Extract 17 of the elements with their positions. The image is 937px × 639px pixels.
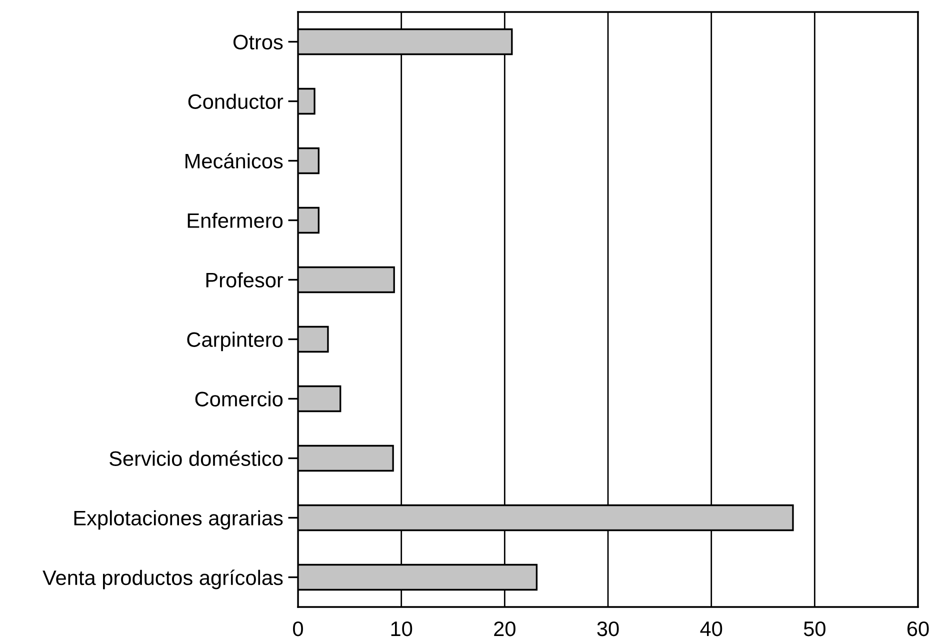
x-tick-label: 20 bbox=[494, 621, 516, 636]
x-tick-label: 30 bbox=[597, 621, 619, 636]
y-tick-label: Otros bbox=[233, 34, 283, 50]
y-tick-label: Profesor bbox=[206, 272, 284, 288]
x-tick-label: 0 bbox=[293, 621, 303, 636]
y-tick-label: Conductor bbox=[188, 94, 284, 110]
y-tick-label: Servicio doméstico bbox=[110, 450, 283, 466]
y-tick-label: Venta productos agrícolas bbox=[42, 570, 283, 590]
x-tick-label: 40 bbox=[700, 621, 722, 636]
y-tick-label: Carpintero bbox=[187, 332, 283, 352]
y-tick-label: Mecánicos bbox=[186, 152, 283, 169]
x-tick-label: 60 bbox=[907, 621, 929, 636]
y-tick-label: Enfermero bbox=[188, 212, 283, 228]
y-tick-label: Comercio bbox=[195, 391, 283, 407]
x-tick-label: 10 bbox=[391, 621, 412, 636]
y-tick-label: Explotaciones agrarias bbox=[74, 510, 283, 530]
x-tick-label: 50 bbox=[804, 621, 826, 636]
